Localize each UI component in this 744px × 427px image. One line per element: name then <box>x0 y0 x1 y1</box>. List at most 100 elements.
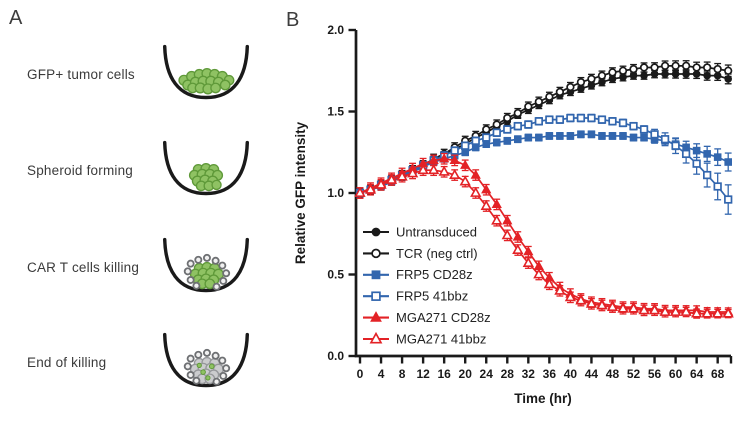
data-point <box>650 63 659 72</box>
data-point <box>576 113 586 123</box>
t-cell <box>212 377 221 386</box>
y-tick-label: 1.5 <box>327 105 344 119</box>
data-point <box>461 141 470 150</box>
data-point <box>648 304 661 315</box>
workflow-step: Spheroid forming <box>0 138 272 202</box>
tumor-cell-remnant <box>205 374 211 380</box>
x-tick-label: 68 <box>711 367 725 381</box>
t-cell <box>211 351 220 360</box>
data-point <box>370 311 382 322</box>
data-point <box>703 150 711 158</box>
data-point <box>692 63 701 72</box>
well-diagram <box>162 44 250 99</box>
data-point <box>608 117 617 126</box>
data-point <box>576 78 586 87</box>
x-tick-label: 24 <box>480 367 494 381</box>
well-outline <box>162 44 250 99</box>
workflow-step: End of killing <box>0 330 272 394</box>
legend: Untransduced TCR (neg ctrl) FRP5 CD28z FRP5… <box>363 224 491 346</box>
data-point <box>640 71 648 80</box>
x-tick-label: 32 <box>522 367 536 381</box>
data-point <box>524 102 533 111</box>
data-point <box>534 117 543 126</box>
series-mga271-41bbz <box>354 163 734 319</box>
data-point <box>439 153 450 163</box>
data-point <box>713 182 722 191</box>
well-diagram <box>162 332 250 387</box>
data-point <box>396 170 408 181</box>
t-cell <box>219 371 228 380</box>
data-point <box>722 307 734 318</box>
x-tick-label: 60 <box>669 367 683 381</box>
data-point <box>514 135 522 144</box>
t-cell <box>192 281 201 290</box>
tumor-cell <box>211 179 222 190</box>
data-point <box>566 82 575 92</box>
data-point <box>471 136 480 145</box>
data-point <box>533 268 545 279</box>
well-outline <box>162 140 250 195</box>
data-point <box>371 270 381 280</box>
data-point <box>566 132 575 140</box>
step-label: CAR T cells killing <box>27 259 140 275</box>
data-point <box>491 198 502 209</box>
data-point <box>640 133 648 142</box>
t-cell <box>186 275 195 284</box>
well-outline <box>162 237 250 292</box>
legend-item: MGA271 41bbz <box>363 331 486 346</box>
data-point <box>470 169 481 179</box>
y-tick-label: 1.0 <box>327 186 344 200</box>
data-point <box>369 331 383 344</box>
data-point <box>524 133 533 142</box>
data-point <box>417 163 429 175</box>
tumor-cell-remnant <box>196 362 202 368</box>
data-point <box>608 132 617 140</box>
t-cell <box>222 268 231 277</box>
data-point <box>724 158 733 166</box>
well-diagram <box>162 237 250 292</box>
legend-item: FRP5 41bbz <box>363 289 468 304</box>
data-point <box>660 61 670 71</box>
data-point <box>587 130 596 139</box>
data-point <box>501 229 513 240</box>
step-label: Spheroid forming <box>27 162 134 178</box>
data-point <box>545 92 554 101</box>
data-point <box>564 291 577 302</box>
data-point <box>606 300 619 312</box>
t-cell <box>219 276 228 285</box>
legend-label: Untransduced <box>396 224 477 239</box>
data-point <box>543 278 555 289</box>
data-point <box>512 231 523 241</box>
x-tick-label: 36 <box>543 367 557 381</box>
legend-item: TCR (neg ctrl) <box>363 246 478 261</box>
t-cell <box>186 354 195 363</box>
data-point <box>639 63 649 72</box>
data-point <box>428 154 439 165</box>
t-cell <box>202 253 211 262</box>
data-point <box>481 184 492 194</box>
data-point <box>502 215 513 225</box>
data-point <box>450 146 459 155</box>
y-tick-label: 0.0 <box>327 349 344 363</box>
data-point <box>554 284 566 295</box>
data-point <box>681 61 691 71</box>
data-point <box>713 64 722 74</box>
data-point <box>482 133 491 142</box>
data-point <box>639 125 649 134</box>
data-point <box>503 113 512 123</box>
data-point <box>724 66 733 75</box>
x-tick-label: 16 <box>437 367 451 381</box>
data-point <box>713 153 722 161</box>
x-tick-label: 20 <box>459 367 473 381</box>
data-point <box>556 132 564 140</box>
legend-item: FRP5 CD28z <box>363 267 473 282</box>
data-point <box>597 115 607 124</box>
data-point <box>566 113 575 123</box>
data-point <box>596 299 608 310</box>
data-point <box>671 141 680 150</box>
data-point <box>555 115 565 124</box>
data-point <box>371 227 381 237</box>
data-point <box>545 132 554 140</box>
